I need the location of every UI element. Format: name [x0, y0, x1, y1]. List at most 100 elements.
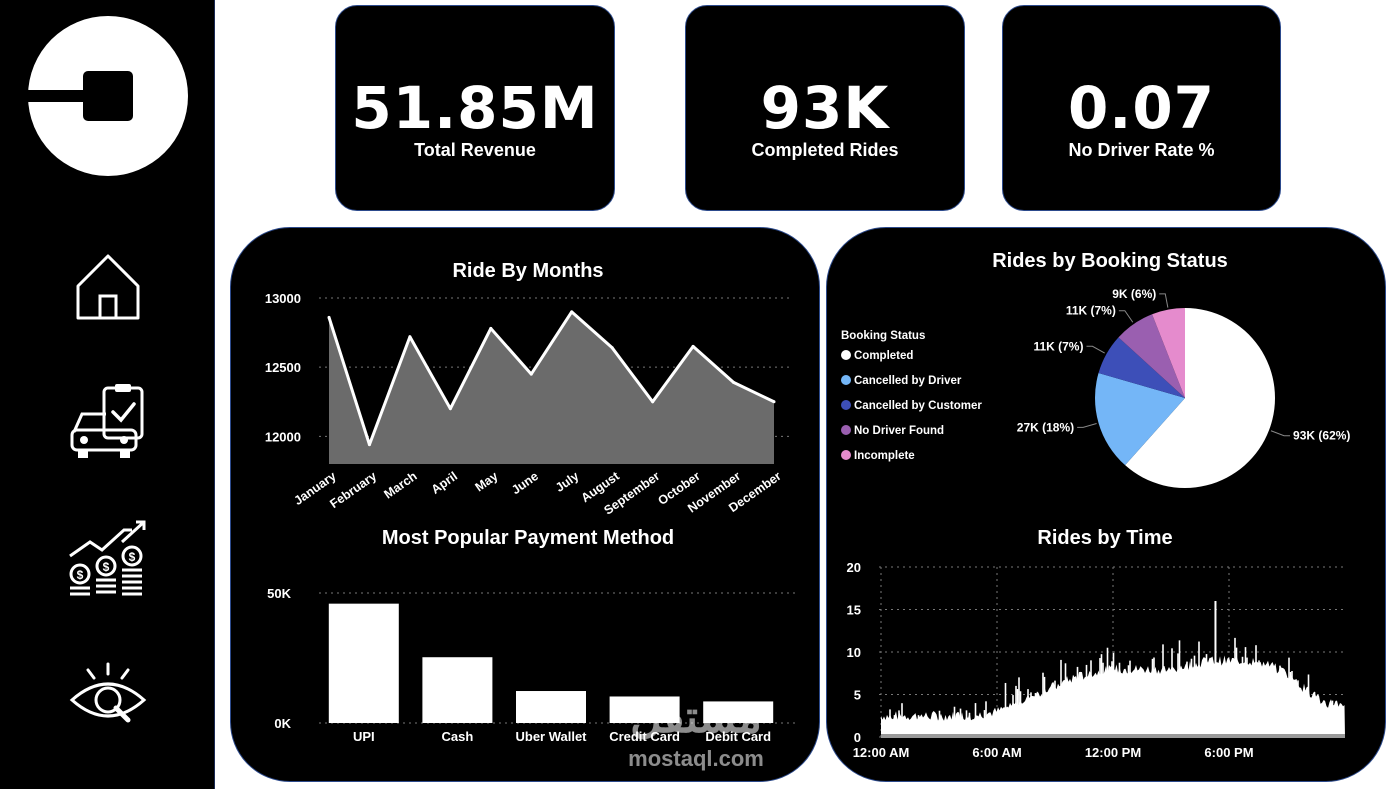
svg-text:$: $	[103, 560, 110, 574]
bar	[703, 701, 774, 723]
kpi-label: No Driver Rate %	[1068, 140, 1215, 160]
legend-label: Incomplete	[854, 450, 915, 462]
svg-text:$: $	[77, 568, 84, 582]
left-chart-panel: Ride By Months 13000 12500 12000 January Feb…	[230, 227, 820, 782]
x-tick-label: Debit Card	[705, 729, 771, 744]
legend-title: Booking Status	[841, 330, 925, 342]
area-fill	[329, 311, 774, 464]
legend-marker	[841, 400, 851, 410]
slice-label: 93K (62%)	[1293, 429, 1350, 443]
svg-text:$: $	[129, 550, 136, 564]
legend-marker	[841, 350, 851, 360]
data-point	[327, 315, 331, 319]
data-point	[772, 400, 776, 404]
payment-method-chart: 50K 0K UPI Cash Uber Wallet Credit Card Debit …	[267, 586, 797, 744]
legend-marker	[841, 450, 851, 460]
rides-by-time-chart: 20 15 10 5 012:00 AM 6:00 AM 12:00 PM 6:00 PM	[847, 560, 1345, 760]
x-tick-label: June	[509, 469, 541, 497]
data-point	[691, 344, 695, 348]
data-point	[367, 443, 371, 447]
leader-line	[1086, 345, 1105, 354]
y-tick-label: 10	[847, 645, 861, 660]
booking-status-chart: 93K (62%) 27K (18%) 11K (7%) 11K (7%) 9K (6%…	[841, 287, 1350, 488]
pie-slice	[1095, 373, 1185, 466]
y-tick-label: 12000	[265, 429, 301, 444]
x-tick-label: May	[473, 469, 501, 494]
x-tick-label: Credit Card	[609, 729, 680, 744]
y-tick-label: 13000	[265, 291, 301, 306]
y-tick-label: 12500	[265, 360, 301, 375]
time-baseline	[881, 734, 1345, 738]
data-point	[610, 346, 614, 350]
car-checklist-icon[interactable]	[66, 382, 150, 466]
pie-slice	[1098, 337, 1185, 398]
rides-by-time-title: Rides by Time	[1037, 527, 1173, 549]
data-point	[448, 407, 452, 411]
x-tick-label: April	[429, 469, 460, 497]
bar	[609, 696, 680, 723]
kpi-no-driver-rate: 0.07 No Driver Rate %	[1002, 5, 1281, 211]
slice-label: 27K (18%)	[1017, 420, 1074, 434]
x-tick-label: July	[553, 469, 582, 495]
leader-line	[1159, 293, 1169, 308]
y-tick-label: 0K	[274, 716, 291, 731]
pie-slice	[1118, 314, 1185, 398]
uber-logo-icon[interactable]	[28, 16, 188, 176]
bar	[422, 657, 493, 723]
series-line	[327, 310, 775, 447]
x-tick-label: 12:00 AM	[853, 745, 910, 760]
y-tick-label: 50K	[267, 586, 291, 601]
x-tick-label: March	[381, 469, 419, 502]
x-tick-label: 12:00 PM	[1085, 745, 1141, 760]
x-tick-label: Uber Wallet	[515, 729, 587, 744]
leader-line	[1270, 430, 1291, 437]
legend-marker	[841, 425, 851, 435]
watermark-text: mostaql.com	[628, 746, 764, 771]
x-tick-label: 6:00 PM	[1204, 745, 1253, 760]
data-point	[529, 372, 533, 376]
leader-line	[1118, 310, 1134, 323]
watermark: مستقل mostaql.com	[628, 693, 764, 771]
data-point	[651, 400, 655, 404]
y-tick-label: 20	[847, 560, 861, 575]
data-point	[489, 326, 493, 330]
kpi-label: Completed Rides	[751, 140, 899, 160]
data-point	[570, 310, 574, 314]
slice-label: 11K (7%)	[1033, 339, 1083, 353]
payment-method-title: Most Popular Payment Method	[381, 527, 675, 549]
x-tick-label: UPI	[353, 729, 375, 744]
booking-status-title: Rides by Booking Status	[992, 250, 1228, 272]
ride-by-months-title: Ride By Months	[452, 260, 604, 282]
eye-search-icon[interactable]	[66, 656, 150, 740]
legend-label: No Driver Found	[854, 425, 944, 437]
y-tick-label: 5	[854, 688, 861, 703]
slice-label: 11K (7%)	[1066, 304, 1116, 318]
pie-slice	[1152, 308, 1185, 398]
slice-label: 9K (6%)	[1112, 287, 1156, 301]
x-tick-label: 6:00 AM	[972, 745, 1021, 760]
y-tick-label: 15	[847, 603, 861, 618]
pie-slice	[1125, 308, 1275, 488]
kpi-completed-rides: 93K Completed Rides	[685, 5, 965, 211]
watermark-arabic: مستقل	[630, 693, 762, 742]
sidebar: $ $ $	[0, 0, 215, 789]
kpi-value: 51.85M	[351, 74, 599, 142]
x-tick-label: Cash	[442, 729, 474, 744]
data-point	[408, 335, 412, 339]
legend-label: Cancelled by Driver	[854, 375, 962, 387]
kpi-label: Total Revenue	[414, 140, 536, 160]
legend-label: Cancelled by Customer	[854, 400, 982, 412]
bar	[516, 691, 586, 723]
kpi-value: 0.07	[1067, 74, 1216, 142]
legend-label: Completed	[854, 350, 913, 362]
kpi-value: 93K	[760, 74, 890, 142]
home-icon[interactable]	[66, 246, 150, 330]
right-chart-panel: Rides by Booking Status 93K (62%) 27K (18…	[826, 227, 1386, 782]
leader-line	[1077, 423, 1097, 428]
bar	[328, 603, 399, 723]
revenue-growth-icon[interactable]: $ $ $	[66, 516, 150, 600]
data-point	[732, 380, 736, 384]
y-tick-label: 0	[854, 730, 861, 745]
kpi-total-revenue: 51.85M Total Revenue	[335, 5, 615, 211]
